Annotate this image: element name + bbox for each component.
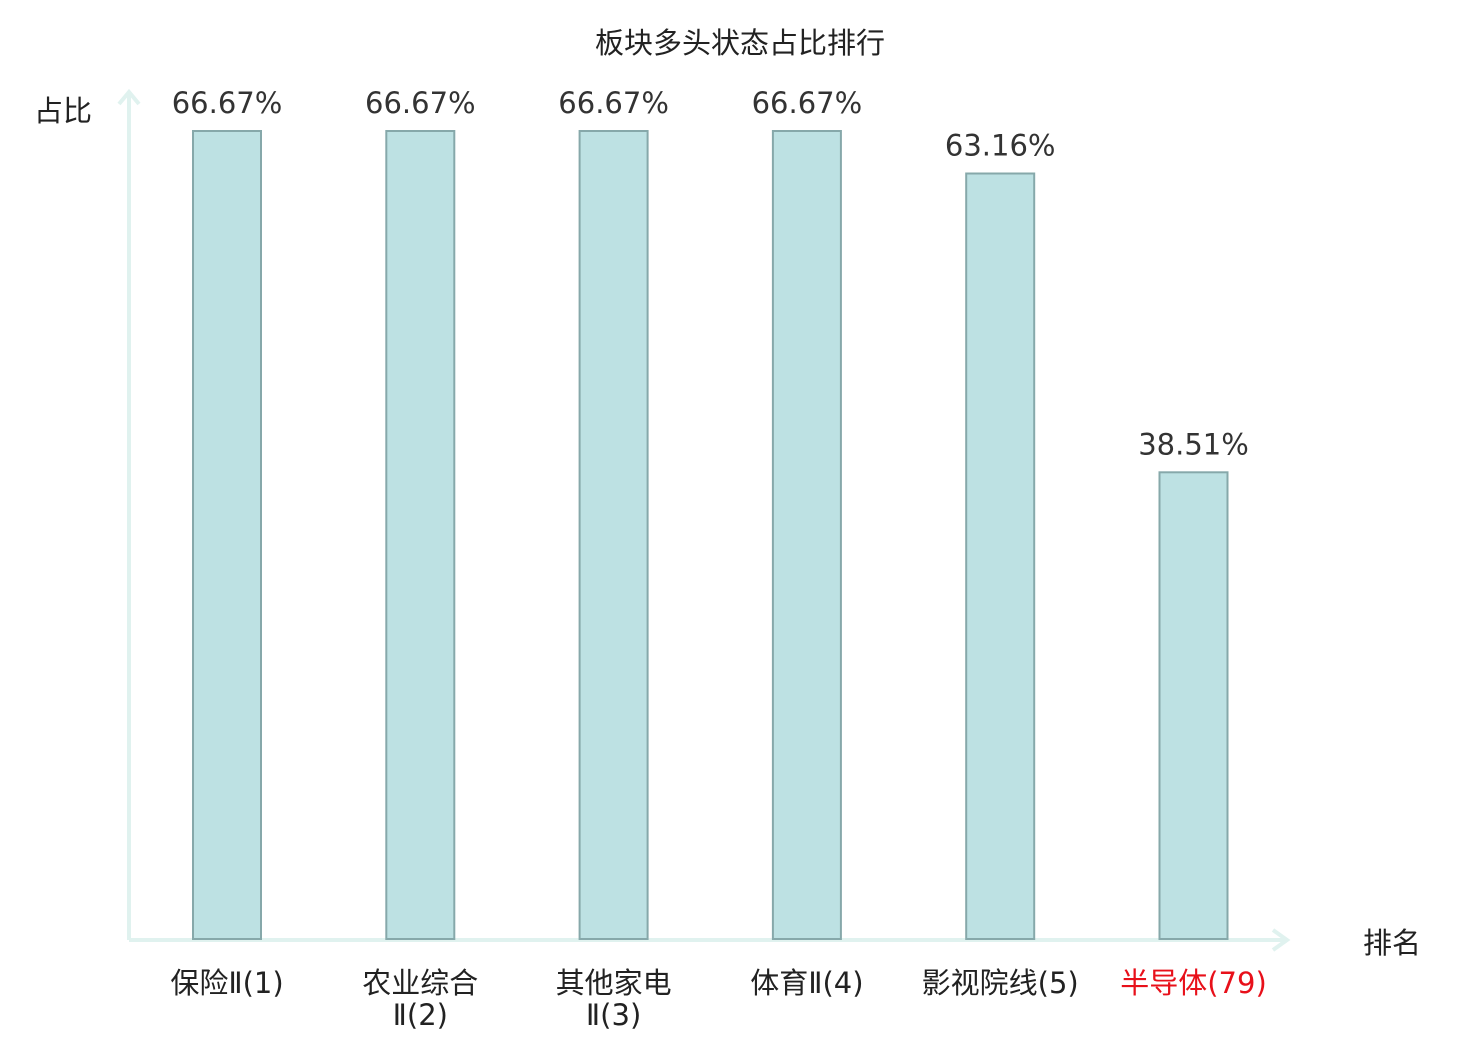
bar-5 xyxy=(965,172,1036,940)
category-label-3-line2: Ⅱ(3) xyxy=(586,998,641,1032)
category-label-5: 影视院线(5) xyxy=(922,966,1079,1000)
bar-4 xyxy=(771,130,842,940)
category-label-2-line2: Ⅱ(2) xyxy=(393,998,448,1032)
y-axis-label: 占比 xyxy=(34,94,92,128)
chart-title: 板块多头状态占比排行 xyxy=(595,26,885,60)
x-axis-label: 排名 xyxy=(1363,926,1421,960)
value-label-3: 66.67% xyxy=(558,86,669,120)
category-label-4: 体育Ⅱ(4) xyxy=(750,966,863,1000)
value-label-5: 63.16% xyxy=(945,129,1056,163)
bar-1 xyxy=(192,130,262,940)
y-axis-arrow xyxy=(117,88,141,106)
bar-2 xyxy=(385,130,456,940)
category-label-3: 其他家电 xyxy=(556,966,672,1000)
value-label-4: 66.67% xyxy=(752,86,863,120)
bar-3 xyxy=(578,130,649,940)
category-label-1: 保险Ⅱ(1) xyxy=(170,966,283,1000)
category-label-6: 半导体(79) xyxy=(1120,966,1267,1000)
value-label-6: 38.51% xyxy=(1138,427,1249,461)
value-labels-group: 66.67% 66.67% 66.67% 66.67% 63.16% 38.51% xyxy=(172,86,1249,461)
x-axis-arrow xyxy=(1271,928,1291,952)
value-label-1: 66.67% xyxy=(172,86,283,120)
bars-group xyxy=(192,130,1229,940)
category-label-2: 农业综合 xyxy=(362,966,478,1000)
value-label-2: 66.67% xyxy=(365,86,476,120)
bar-6 xyxy=(1158,471,1229,940)
